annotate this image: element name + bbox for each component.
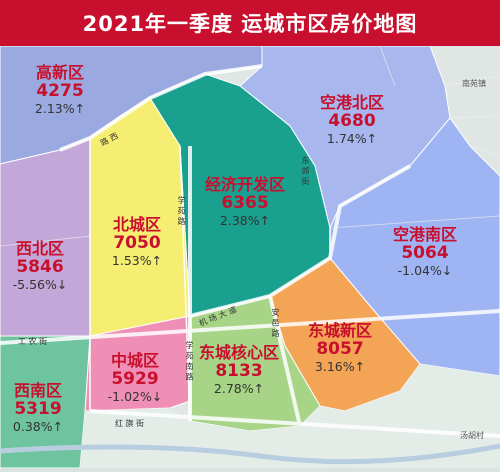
district-change: 2.38%↑ <box>219 212 271 228</box>
district-change: 1.53%↑ <box>111 252 163 268</box>
district-name: 西北区 <box>15 239 65 258</box>
district-name: 经济开发区 <box>204 175 286 194</box>
road-label-xuefu: 学 苑 路 <box>177 196 186 226</box>
road-south <box>89 409 500 438</box>
road-anyi <box>268 295 302 427</box>
district-label-dongchenghexin[interactable]: 东城核心区 8133 2.78%↑ <box>198 343 280 396</box>
district-name: 西南区 <box>13 381 62 400</box>
district-price: 7050 <box>113 233 161 254</box>
district-change: -5.56%↓ <box>12 276 68 292</box>
place-label-nanyuan: 南苑镇 <box>462 79 486 88</box>
district-label-xinan[interactable]: 西南区 5319 0.38%↑ <box>12 381 64 434</box>
district-change: -1.02%↓ <box>107 388 163 404</box>
river <box>0 443 500 465</box>
road-label-gongnong: 工 农 街 <box>18 337 48 346</box>
road-label-anyi: 安 邑 路 <box>271 308 280 338</box>
district-price: 4275 <box>36 81 84 102</box>
district-label-xibei[interactable]: 西北区 5846 -5.56%↓ <box>12 239 68 292</box>
district-name: 高新区 <box>35 63 84 82</box>
district-name: 北城区 <box>112 215 161 234</box>
district-change: -1.04%↓ <box>397 262 453 278</box>
district-label-konggangnan[interactable]: 空港南区 5064 -1.04%↓ <box>392 225 458 278</box>
district-label-konggangbei[interactable]: 空港北区 4680 1.74%↑ <box>319 93 385 146</box>
district-price: 5064 <box>401 243 449 264</box>
district-price: 4680 <box>328 111 376 132</box>
district-map-canvas <box>0 45 500 469</box>
district-price: 6365 <box>221 193 269 214</box>
district-label-dongchengxin[interactable]: 东城新区 8057 3.16%↑ <box>307 321 373 374</box>
district-map: 工 农 街 机 场 大 道 学 苑 路 学 苑 南 路 安 邑 路 红 旗 街 … <box>0 45 500 472</box>
map-title: 2021年一季度 运城市区房价地图 <box>0 0 500 46</box>
district-price: 8133 <box>215 361 263 382</box>
district-change: 2.13%↑ <box>34 100 86 116</box>
road-label-hongqi: 红 旗 街 <box>115 419 145 428</box>
district-change: 3.16%↑ <box>314 358 366 374</box>
outer-area <box>80 364 500 468</box>
road-north <box>59 64 263 152</box>
district-label-beicheng[interactable]: 北城区 7050 1.53%↑ <box>111 215 163 268</box>
place-label-tangpu: 汤胡村 <box>460 431 484 440</box>
road-gongnong <box>0 309 500 345</box>
road-label-xueyuan-south: 学 苑 南 路 <box>185 341 194 381</box>
district-price: 5846 <box>16 257 64 278</box>
district-price: 8057 <box>316 339 364 360</box>
district-price: 5319 <box>14 399 62 420</box>
district-name: 空港南区 <box>392 225 458 244</box>
road-label-dongjiao: 东 郊 街 <box>301 156 310 186</box>
district-name: 东城新区 <box>307 321 373 340</box>
district-change: 0.38%↑ <box>12 418 64 434</box>
minor-roads <box>0 45 500 247</box>
district-label-zhongcheng[interactable]: 中城区 5929 -1.02%↓ <box>107 351 163 404</box>
district-label-gaoxin[interactable]: 高新区 4275 2.13%↑ <box>34 63 86 116</box>
district-price: 5929 <box>111 369 159 390</box>
district-label-jingji[interactable]: 经济开发区 6365 2.38%↑ <box>204 175 286 228</box>
district-boundaries <box>89 138 331 422</box>
district-change: 2.78%↑ <box>213 380 265 396</box>
district-name: 中城区 <box>110 351 160 370</box>
district-name: 空港北区 <box>319 93 385 112</box>
district-change: 1.74%↑ <box>326 130 378 146</box>
district-name: 东城核心区 <box>198 343 280 362</box>
